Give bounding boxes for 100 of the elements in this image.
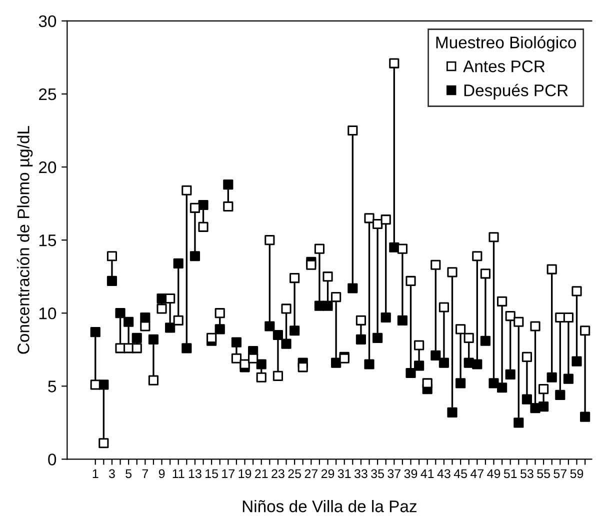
point (240, 359, 250, 370)
point (580, 412, 590, 422)
point (430, 350, 441, 361)
point (290, 272, 300, 284)
point (206, 332, 217, 343)
point (397, 244, 408, 254)
point (223, 201, 234, 212)
point (522, 352, 532, 362)
x-tick-label: 53 (520, 469, 534, 478)
x-tick-label: 25 (288, 469, 301, 478)
y-tick-label: 25 (39, 88, 56, 100)
point (132, 332, 142, 343)
point (456, 378, 466, 388)
point (231, 337, 242, 348)
point (165, 293, 176, 304)
point (148, 334, 159, 344)
point (148, 375, 159, 386)
x-tick-label: 7 (142, 469, 148, 478)
point (380, 214, 391, 225)
x-tick-label: 33 (354, 469, 368, 478)
point (256, 372, 266, 382)
point (248, 353, 258, 364)
point (281, 304, 292, 314)
y-tick-label: 5 (48, 380, 56, 392)
point (290, 326, 300, 336)
point (356, 315, 366, 326)
x-tick-label: 31 (338, 469, 351, 478)
point (182, 185, 192, 196)
point (198, 200, 208, 210)
point (372, 218, 383, 230)
point (322, 272, 333, 282)
x-tick-label: 5 (126, 469, 132, 478)
x-tick-label: 47 (470, 469, 484, 478)
x-tick-label: 41 (420, 469, 434, 478)
legend-title: Muestreo Biológico (436, 36, 576, 52)
point (256, 359, 266, 370)
point (182, 343, 192, 354)
point (348, 283, 358, 294)
point (156, 304, 167, 314)
point (438, 302, 450, 312)
point (480, 268, 490, 279)
point (538, 402, 549, 412)
point (430, 260, 441, 270)
y-tick-label: 15 (39, 234, 56, 246)
legend-label: Después PCR (464, 84, 568, 100)
x-tick-label: 45 (454, 469, 467, 478)
point (223, 179, 234, 190)
point (124, 316, 134, 327)
point (115, 308, 126, 318)
x-tick-label: 35 (371, 469, 384, 478)
x-tick-label: 3 (108, 469, 115, 478)
point (447, 407, 458, 418)
point (106, 276, 118, 286)
x-tick-label: 27 (304, 469, 318, 478)
point (505, 310, 516, 322)
point (505, 369, 516, 380)
x-tick-label: 1 (92, 469, 98, 478)
point (488, 378, 499, 388)
point (231, 353, 242, 364)
point (281, 338, 292, 349)
point (480, 336, 490, 346)
x-tick-label: 57 (554, 469, 566, 478)
point (555, 390, 566, 400)
x-tick-label: 9 (158, 469, 165, 478)
y-tick-label: 30 (38, 15, 56, 28)
point (90, 380, 100, 390)
point (406, 276, 416, 286)
point (106, 251, 118, 262)
point (406, 368, 416, 378)
point (198, 222, 208, 232)
point (546, 264, 557, 274)
x-tick-label: 19 (238, 469, 252, 478)
point (488, 232, 499, 242)
x-tick-label: 29 (321, 469, 334, 478)
point (214, 308, 225, 318)
point (173, 258, 184, 268)
point (472, 251, 482, 262)
x-tick-label: 51 (504, 469, 517, 478)
point (414, 360, 424, 371)
point (322, 300, 333, 311)
point (364, 359, 374, 370)
point (497, 382, 508, 393)
point (438, 358, 450, 368)
point (389, 58, 400, 68)
point (264, 235, 275, 246)
point (272, 330, 284, 340)
point (173, 315, 184, 326)
x-axis-title: Niños de Villa de la Paz (242, 500, 416, 512)
point (580, 326, 590, 336)
point (306, 260, 316, 270)
y-tick-label: 0 (48, 454, 56, 466)
y-tick-label: 10 (39, 308, 56, 320)
x-tick-label: 39 (404, 469, 418, 478)
point (272, 370, 284, 381)
point (298, 362, 308, 372)
point (364, 213, 374, 224)
point (214, 324, 225, 334)
point (472, 359, 482, 370)
point (464, 332, 474, 343)
x-tick-label: 17 (222, 469, 234, 478)
